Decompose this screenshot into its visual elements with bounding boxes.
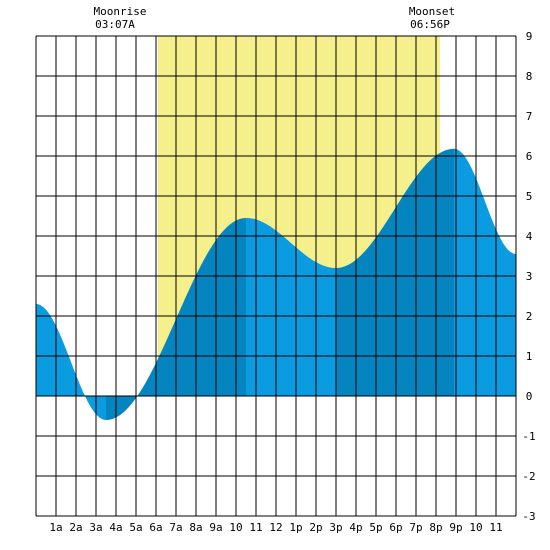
x-tick-label: 6a [149,521,162,534]
x-tick-label: 6p [389,521,402,534]
y-tick-label: 2 [526,310,533,323]
y-tick-label: 7 [526,110,533,123]
x-tick-label: 11 [489,521,502,534]
y-tick-label: 1 [526,350,533,363]
y-tick-label: 3 [526,270,533,283]
y-tick-labels: -3 -2 -1 0 1 2 3 4 5 6 7 8 9 [522,30,535,523]
x-tick-label: 5a [129,521,142,534]
x-tick-label: 7p [409,521,422,534]
x-tick-label: 3a [89,521,102,534]
y-tick-label: -3 [522,510,535,523]
tide-band-4 [246,218,336,396]
x-tick-label: 2p [309,521,322,534]
moonrise-label: Moonrise [94,5,147,18]
tide-band-5 [336,148,454,396]
y-tick-label: -1 [522,430,535,443]
x-tick-label: 9a [209,521,222,534]
y-tick-label: 0 [526,390,533,403]
x-tick-label: 9p [449,521,462,534]
x-tick-label: 8p [429,521,442,534]
x-tick-label: 10 [229,521,242,534]
y-tick-label: 5 [526,190,533,203]
tide-area-layer [36,148,516,420]
x-tick-label: 5p [369,521,382,534]
y-tick-label: 6 [526,150,533,163]
x-tick-label: 1p [289,521,302,534]
tide-band-1 [36,304,106,420]
moonset-label: Moonset [409,5,455,18]
x-tick-label: 4a [109,521,122,534]
x-tick-label: 3p [329,521,342,534]
x-tick-label: 12 [269,521,282,534]
moonset-time: 06:56P [410,18,450,31]
y-tick-label: 9 [526,30,533,43]
x-tick-label: 8a [189,521,202,534]
tide-band-2 [106,396,136,420]
x-tick-label: 7a [169,521,182,534]
x-tick-labels: 1a 2a 3a 4a 5a 6a 7a 8a 9a 10 11 12 1p 2p 3p 4p 5p 6p 7p 8p… [49,521,502,534]
grid-lines [35,35,517,517]
tide-band-6 [454,148,516,396]
x-tick-label: 10 [469,521,482,534]
y-tick-label: -2 [522,470,535,483]
y-tick-label: 4 [526,230,533,243]
moonrise-time: 03:07A [95,18,135,31]
x-tick-label: 11 [249,521,262,534]
x-tick-label: 2a [69,521,82,534]
x-tick-label: 1a [49,521,62,534]
x-tick-label: 4p [349,521,362,534]
tide-band-3 [136,218,246,398]
y-tick-label: 8 [526,70,533,83]
